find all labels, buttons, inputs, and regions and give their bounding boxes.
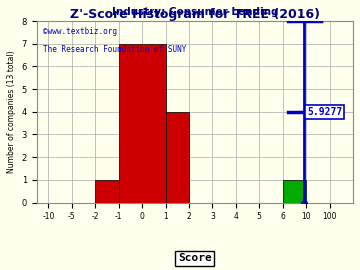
Title: Z'-Score Histogram for TREE (2016): Z'-Score Histogram for TREE (2016) [70, 8, 320, 21]
Text: The Research Foundation of SUNY: The Research Foundation of SUNY [43, 45, 186, 54]
Bar [166, 112, 189, 202]
Bar [119, 44, 166, 202]
Text: ©www.textbiz.org: ©www.textbiz.org [43, 26, 117, 36]
Text: 5.9277: 5.9277 [307, 107, 342, 117]
Text: Score: Score [178, 253, 212, 263]
Bar [283, 180, 306, 202]
Y-axis label: Number of companies (13 total): Number of companies (13 total) [7, 50, 16, 173]
Text: Industry: Consumer Lending: Industry: Consumer Lending [112, 8, 278, 18]
Bar [95, 180, 119, 202]
